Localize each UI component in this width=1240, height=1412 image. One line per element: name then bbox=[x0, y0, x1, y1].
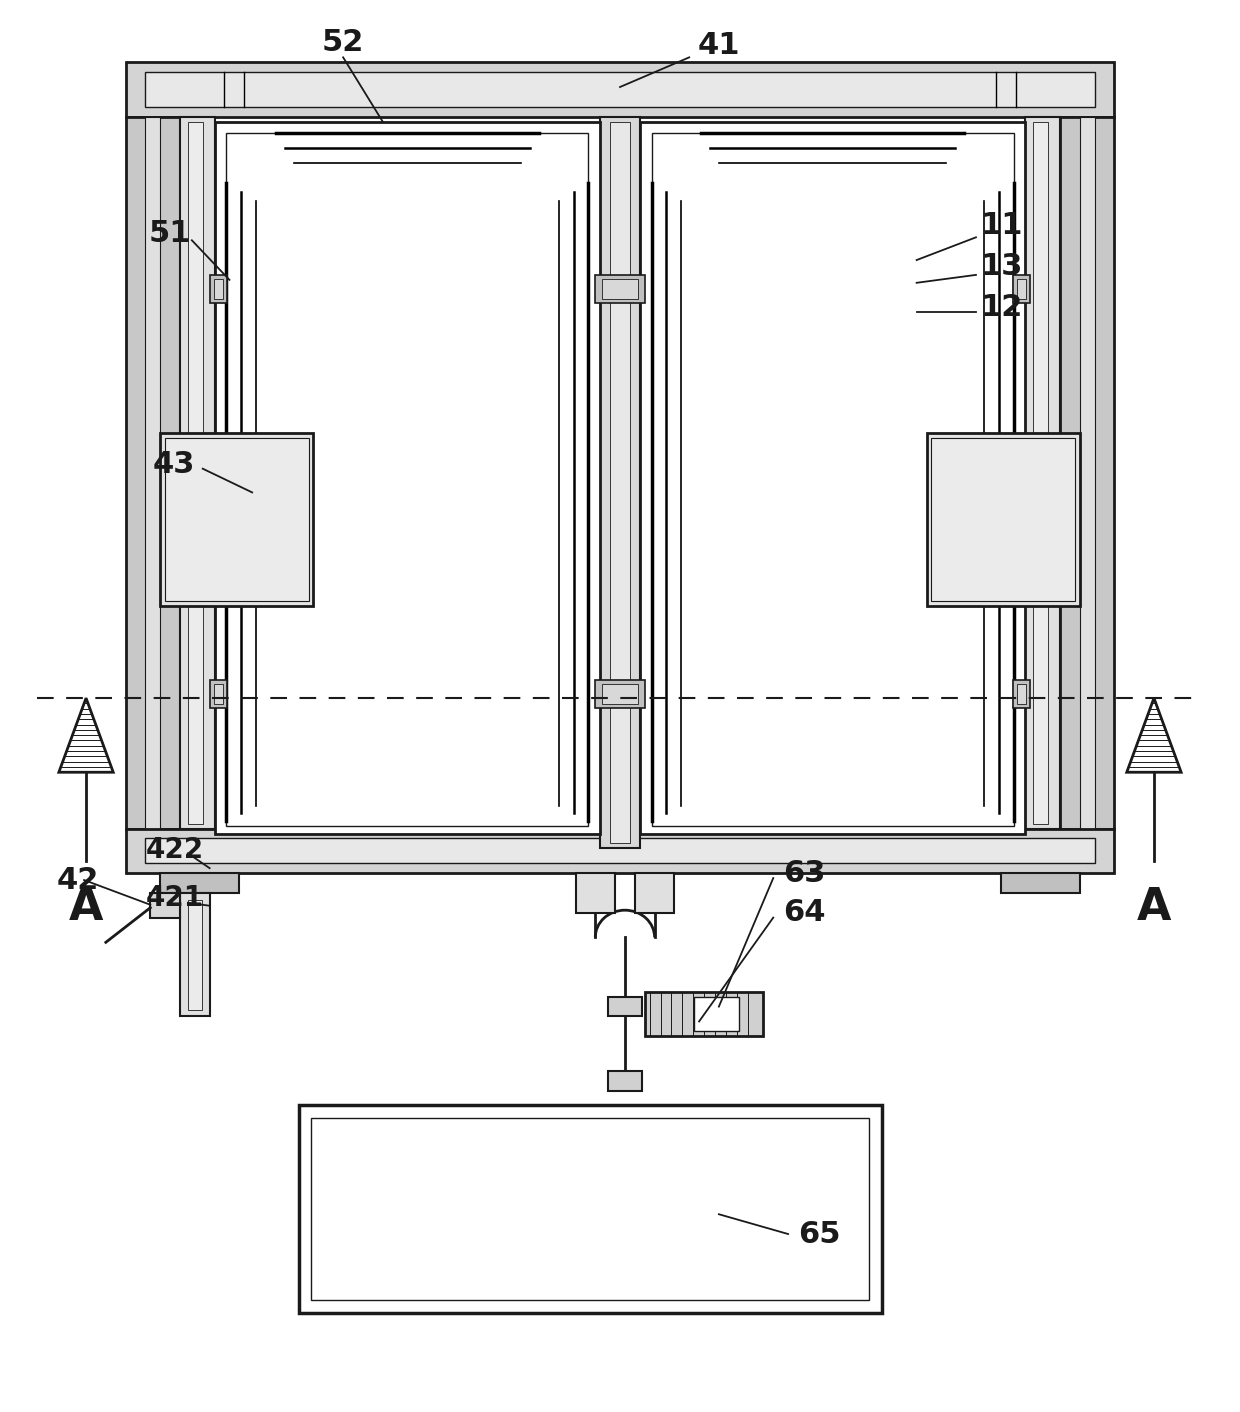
Bar bbox=[1017, 278, 1027, 298]
Text: A: A bbox=[68, 885, 103, 929]
Bar bbox=[125, 117, 180, 829]
Bar bbox=[1017, 685, 1027, 705]
Circle shape bbox=[639, 877, 671, 909]
Bar bbox=[1033, 121, 1048, 823]
Bar bbox=[227, 134, 588, 826]
Bar bbox=[595, 275, 645, 302]
Bar bbox=[608, 997, 642, 1017]
Bar bbox=[1060, 117, 1115, 829]
Bar bbox=[931, 438, 1075, 602]
Circle shape bbox=[579, 877, 611, 909]
Bar bbox=[210, 681, 227, 707]
Circle shape bbox=[1053, 576, 1073, 596]
Bar bbox=[603, 278, 637, 298]
Text: 63: 63 bbox=[784, 858, 826, 888]
Bar bbox=[213, 278, 223, 298]
Bar bbox=[640, 121, 1025, 833]
Bar bbox=[188, 899, 202, 1010]
Bar bbox=[603, 685, 637, 705]
Bar bbox=[213, 685, 223, 705]
Bar bbox=[125, 62, 1115, 117]
Text: 51: 51 bbox=[149, 219, 191, 249]
Polygon shape bbox=[58, 698, 113, 772]
Bar bbox=[125, 829, 1115, 873]
Bar bbox=[652, 134, 1013, 826]
Circle shape bbox=[1053, 443, 1073, 463]
Bar bbox=[600, 117, 640, 849]
Text: 65: 65 bbox=[799, 1220, 841, 1248]
Bar bbox=[1025, 117, 1060, 829]
Circle shape bbox=[167, 576, 187, 596]
Bar bbox=[1001, 873, 1080, 892]
Bar bbox=[160, 873, 239, 892]
Circle shape bbox=[588, 885, 603, 901]
Text: 64: 64 bbox=[784, 898, 826, 928]
Bar bbox=[145, 839, 1095, 863]
Circle shape bbox=[647, 885, 662, 901]
Bar bbox=[1013, 275, 1030, 302]
Bar bbox=[1080, 117, 1095, 829]
Text: 421: 421 bbox=[145, 884, 203, 912]
Bar bbox=[575, 873, 615, 912]
Text: 41: 41 bbox=[698, 31, 740, 59]
Text: 42: 42 bbox=[56, 866, 99, 895]
Circle shape bbox=[210, 460, 329, 579]
Bar bbox=[926, 433, 1080, 606]
Circle shape bbox=[167, 443, 187, 463]
Text: 43: 43 bbox=[153, 450, 195, 479]
Bar bbox=[595, 681, 645, 707]
Bar bbox=[188, 121, 202, 823]
Bar bbox=[210, 275, 227, 302]
Text: 422: 422 bbox=[145, 836, 203, 864]
Bar bbox=[608, 1070, 642, 1090]
Bar bbox=[160, 433, 314, 606]
Bar bbox=[145, 117, 160, 829]
Bar bbox=[635, 873, 675, 912]
Bar bbox=[165, 438, 309, 602]
Bar bbox=[1013, 681, 1030, 707]
Text: 13: 13 bbox=[981, 253, 1023, 281]
Text: 12: 12 bbox=[981, 294, 1023, 322]
Bar bbox=[150, 892, 180, 918]
Bar bbox=[311, 1118, 869, 1300]
Bar bbox=[180, 892, 210, 1017]
Bar bbox=[299, 1106, 882, 1313]
Bar bbox=[180, 117, 215, 829]
Bar bbox=[694, 997, 739, 1031]
Text: 11: 11 bbox=[981, 210, 1023, 240]
Text: A: A bbox=[1137, 885, 1172, 929]
Bar bbox=[145, 72, 1095, 107]
Bar bbox=[215, 121, 600, 833]
Circle shape bbox=[911, 460, 1030, 579]
Polygon shape bbox=[1127, 698, 1182, 772]
Text: 52: 52 bbox=[322, 28, 365, 56]
Bar bbox=[645, 991, 764, 1036]
Bar bbox=[610, 121, 630, 843]
